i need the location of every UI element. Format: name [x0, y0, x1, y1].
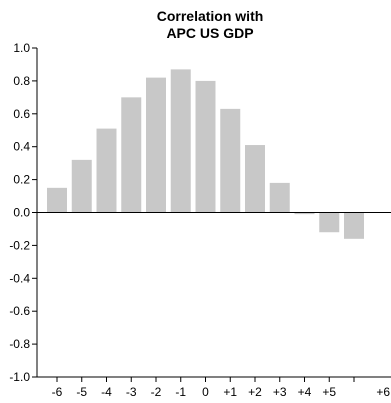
x-tick-label: -2: [151, 385, 162, 399]
y-tick-label: 0.4: [13, 140, 30, 154]
y-tick-label: 0.6: [13, 107, 30, 121]
y-tick-label: 1.0: [13, 41, 30, 55]
y-tick-label: 0.8: [13, 74, 30, 88]
bar--2: [146, 77, 166, 213]
x-tick-label: -5: [76, 385, 87, 399]
x-tick-label: +5: [322, 385, 336, 399]
bar-+1: [220, 108, 241, 213]
bar-+6: [344, 212, 364, 239]
bars: [37, 69, 391, 239]
chart-title-line-1: Correlation with: [157, 8, 264, 24]
bar--1: [170, 69, 191, 213]
y-tick-label: 0.2: [13, 173, 30, 187]
bar--6: [47, 187, 67, 213]
y-tick-label: -1.0: [9, 370, 30, 384]
chart-title-line-2: APC US GDP: [166, 25, 253, 41]
x-tick-label: +2: [248, 385, 262, 399]
x-tick-label: -1: [175, 385, 186, 399]
x-axis: -6 -5 -4 -3 -2 -1 0 +1 +2 +3 +4 +5 +6: [37, 376, 391, 399]
y-tick-label: -0.8: [9, 337, 30, 351]
y-tick-label: 0.0: [13, 206, 30, 220]
bar-0: [195, 80, 216, 213]
x-tick-label: +4: [298, 385, 312, 399]
x-tick-label: +6: [376, 385, 390, 399]
bar-+5: [319, 212, 340, 233]
bar-+4: [294, 212, 315, 215]
y-tick-label: -0.2: [9, 238, 30, 252]
x-tick-label: -3: [126, 385, 137, 399]
bar--4: [96, 128, 117, 213]
y-axis: 1.0 0.8 0.6 0.4 0.2 0.0 -0.2 -0.4 -0.6 -0.8 -1.0: [9, 41, 38, 384]
x-tick-label: 0: [202, 385, 209, 399]
bar-+3: [269, 182, 290, 213]
x-tick-label: -6: [52, 385, 63, 399]
bar-+2: [245, 145, 265, 213]
x-tick-label: -4: [101, 385, 112, 399]
x-tick-label: +1: [223, 385, 237, 399]
x-tick-label: +3: [273, 385, 287, 399]
y-tick-label: -0.4: [9, 271, 30, 285]
y-tick-label: -0.6: [9, 304, 30, 318]
bar--3: [121, 97, 142, 213]
bar--5: [71, 159, 92, 213]
